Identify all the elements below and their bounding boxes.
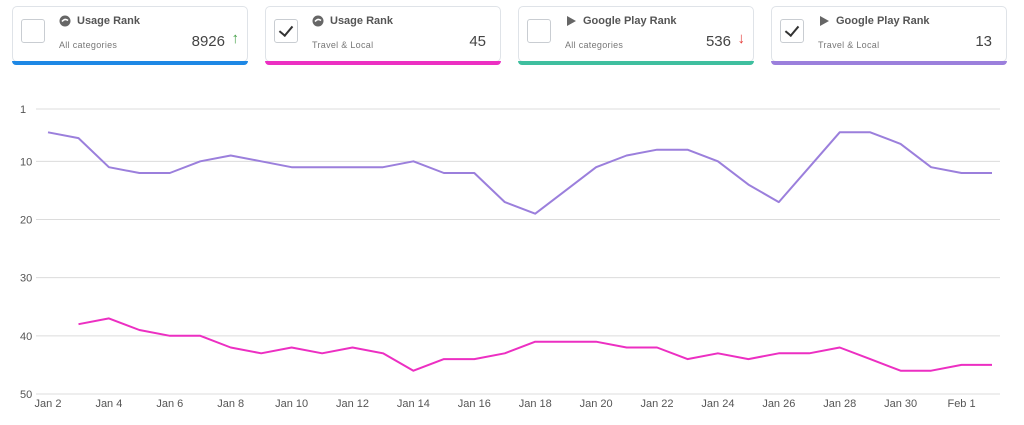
- card-google-play-rank-all[interactable]: Google Play Rank All categories 536 ↓: [518, 6, 754, 65]
- card-usage-rank-travel[interactable]: Usage Rank Travel & Local 45: [265, 6, 501, 65]
- trend-up-icon: ↑: [231, 30, 240, 47]
- card-subtitle: Travel & Local: [818, 40, 880, 50]
- card-value: 8926: [191, 33, 225, 50]
- x-tick-label: Jan 18: [519, 398, 552, 410]
- series-line-1: [78, 317, 992, 372]
- card-title: Usage Rank: [77, 15, 140, 27]
- y-tick-label: 20: [20, 215, 32, 227]
- similarweb-icon: [312, 15, 324, 27]
- card-color-bar: [771, 61, 1007, 65]
- card-value: 536: [705, 33, 731, 50]
- x-tick-label: Jan 16: [458, 398, 491, 410]
- card-checkbox[interactable]: [274, 19, 298, 43]
- x-tick-label: Jan 22: [641, 398, 674, 410]
- card-color-bar: [12, 61, 248, 65]
- google-play-icon: [567, 16, 576, 26]
- x-tick-label: Jan 6: [156, 398, 183, 410]
- x-tick-label: Jan 8: [217, 398, 244, 410]
- trend-down-icon: ↓: [737, 30, 746, 47]
- y-tick-label: 40: [20, 331, 32, 343]
- x-tick-label: Jan 28: [823, 398, 856, 410]
- y-tick-label: 50: [20, 389, 32, 401]
- x-tick-label: Jan 20: [580, 398, 613, 410]
- card-checkbox[interactable]: [527, 19, 551, 43]
- card-subtitle: Travel & Local: [312, 40, 374, 50]
- card-usage-rank-all[interactable]: Usage Rank All categories 8926 ↑: [12, 6, 248, 65]
- card-subtitle: All categories: [59, 40, 118, 50]
- y-tick-label: 1: [20, 104, 26, 116]
- x-tick-label: Jan 30: [884, 398, 917, 410]
- check-icon: [784, 21, 800, 38]
- series-line-0: [47, 131, 992, 215]
- card-title: Google Play Rank: [836, 15, 930, 27]
- card-subtitle: All categories: [565, 40, 624, 50]
- check-icon: [278, 21, 294, 38]
- card-google-play-rank-travel[interactable]: Google Play Rank Travel & Local 13: [771, 6, 1007, 65]
- rank-cards: Usage Rank All categories 8926 ↑ Usage R…: [12, 6, 1012, 66]
- similarweb-icon: [59, 15, 71, 27]
- card-color-bar: [518, 61, 754, 65]
- x-tick-label: Jan 26: [762, 398, 795, 410]
- x-tick-label: Jan 2: [35, 398, 62, 410]
- x-tick-label: Feb 1: [947, 398, 975, 410]
- x-tick-label: Jan 12: [336, 398, 369, 410]
- x-tick-label: Jan 10: [275, 398, 308, 410]
- card-checkbox[interactable]: [780, 19, 804, 43]
- x-tick-label: Jan 14: [397, 398, 430, 410]
- y-tick-label: 10: [20, 156, 32, 168]
- card-value: 45: [469, 33, 486, 50]
- y-tick-label: 30: [20, 273, 32, 285]
- google-play-icon: [820, 16, 829, 26]
- card-checkbox[interactable]: [21, 19, 45, 43]
- card-title: Google Play Rank: [583, 15, 677, 27]
- card-value: 13: [975, 33, 992, 50]
- x-tick-label: Jan 4: [95, 398, 122, 410]
- card-title: Usage Rank: [330, 15, 393, 27]
- card-color-bar: [265, 61, 501, 65]
- x-tick-label: Jan 24: [701, 398, 734, 410]
